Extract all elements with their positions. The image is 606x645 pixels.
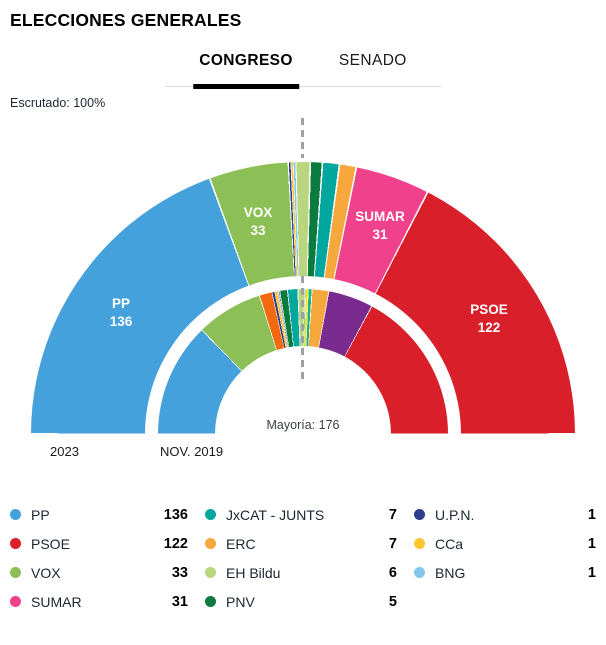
party-color-dot [205, 538, 216, 549]
page-title: ELECCIONES GENERALES [10, 10, 242, 30]
legend-row: PSOE 122 [10, 529, 188, 558]
party-color-dot [10, 596, 21, 607]
chart-label-sumar-seats: 31 [372, 227, 388, 243]
legend-row: U.P.N. 1 [414, 500, 596, 529]
party-seats: 7 [388, 535, 397, 552]
party-color-dot [414, 538, 425, 549]
party-name: EH Bildu [226, 564, 281, 581]
party-name: U.P.N. [435, 506, 475, 523]
legend-row: SUMAR 31 [10, 587, 188, 616]
chart-label-pp-name: PP [111, 296, 130, 311]
legend-row: VOX 33 [10, 558, 188, 587]
party-name: CCa [435, 535, 464, 552]
legend-column-3: U.P.N. 1 CCa 1 BNG 1 [414, 500, 596, 616]
party-name: ERC [226, 535, 256, 552]
hemicycle-chart: PP 136 VOX 33 SUMAR 31 PSOE 122 Mayoría:… [0, 112, 606, 494]
legend-row: JxCAT - JUNTS 7 [205, 500, 397, 529]
party-name: PNV [226, 593, 255, 610]
party-color-dot [10, 509, 21, 520]
party-name: PSOE [31, 535, 70, 552]
chart-label-vox: VOX 33 [212, 204, 304, 240]
legend-row: CCa 1 [414, 529, 596, 558]
party-color-dot [414, 567, 425, 578]
tab-bar: CONGRESO SENADO [165, 52, 441, 89]
party-seats: 5 [388, 593, 397, 610]
party-name: VOX [31, 564, 61, 581]
chart-label-psoe-seats: 122 [477, 320, 501, 336]
scrutiny-status: Escrutado: 100% [10, 96, 106, 110]
chart-label-vox-seats: 33 [250, 223, 266, 239]
party-seats: 122 [163, 535, 188, 552]
tab-congreso[interactable]: CONGRESO [193, 52, 299, 89]
legend-row: PP 136 [10, 500, 188, 529]
legend-column-2: JxCAT - JUNTS 7 ERC 7 EH Bildu 6 PNV 5 [205, 500, 397, 616]
ring-label-2023: 2023 [50, 444, 79, 459]
chart-label-psoe-name: PSOE [470, 302, 508, 317]
party-color-dot [10, 567, 21, 578]
legend-row: ERC 7 [205, 529, 397, 558]
chart-label-psoe: PSOE 122 [443, 301, 535, 337]
chart-label-pp-seats: 136 [109, 314, 133, 330]
party-name: BNG [435, 564, 466, 581]
ring-label-2019: NOV. 2019 [160, 444, 224, 459]
majority-label: Mayoría: 176 [266, 418, 340, 432]
chart-label-sumar: SUMAR 31 [334, 208, 426, 244]
party-name: SUMAR [31, 593, 82, 610]
legend-row: PNV 5 [205, 587, 397, 616]
party-seats: 33 [171, 564, 188, 581]
chart-label-vox-name: VOX [243, 205, 273, 220]
legend-row: EH Bildu 6 [205, 558, 397, 587]
party-name: JxCAT - JUNTS [226, 506, 325, 523]
chart-label-sumar-name: SUMAR [355, 209, 405, 224]
party-seats: 1 [587, 535, 596, 552]
party-seats: 136 [163, 506, 188, 523]
party-color-dot [205, 596, 216, 607]
tab-senado[interactable]: SENADO [338, 52, 407, 69]
legend-row: BNG 1 [414, 558, 596, 587]
party-seats: 1 [587, 506, 596, 523]
party-seats: 31 [171, 593, 188, 610]
party-seats: 7 [388, 506, 397, 523]
party-name: PP [31, 506, 50, 523]
party-seats: 1 [587, 564, 596, 581]
majority-marker-line-inner [301, 276, 304, 382]
chart-label-pp: PP 136 [75, 295, 167, 331]
party-color-dot [414, 509, 425, 520]
legend-column-1: PP 136 PSOE 122 VOX 33 SUMAR 31 [10, 500, 188, 616]
party-color-dot [10, 538, 21, 549]
party-color-dot [205, 567, 216, 578]
majority-marker-line-top [301, 118, 304, 158]
party-color-dot [205, 509, 216, 520]
legend: PP 136 PSOE 122 VOX 33 SUMAR 31 JxCAT - JUNTS 7 E… [10, 500, 596, 616]
party-seats: 6 [388, 564, 397, 581]
